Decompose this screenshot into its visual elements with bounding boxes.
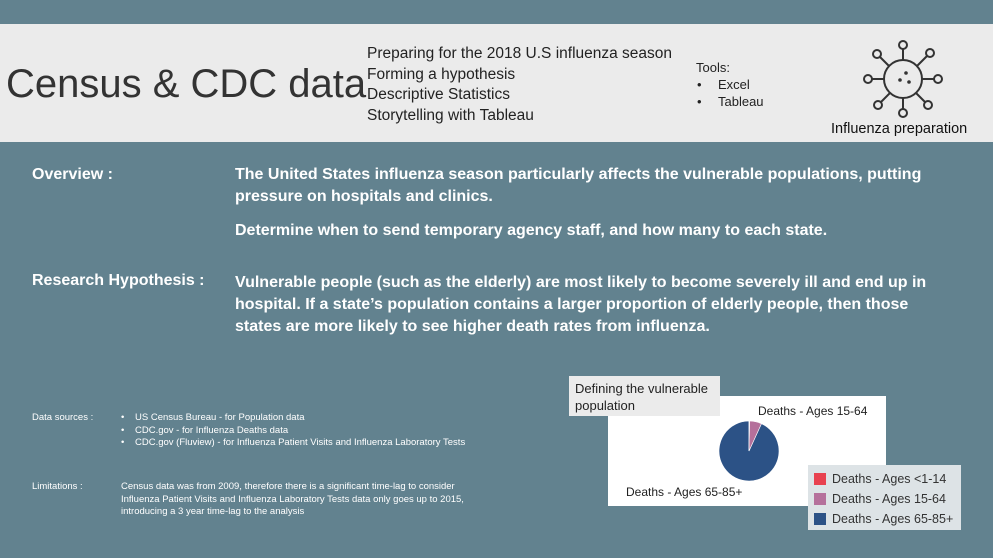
header-banner: Census & CDC data Preparing for the 2018… [0, 24, 993, 142]
overview-objective: Determine when to send temporary agency … [235, 222, 828, 239]
legend-label: Deaths - Ages 65-85+ [832, 512, 954, 526]
topic-item: Forming a hypothesis [367, 65, 516, 83]
legend-item: Deaths - Ages 15-64 [814, 489, 955, 509]
source-item: US Census Bureau - for Population data [121, 412, 465, 425]
chart-legend: Deaths - Ages <1-14 Deaths - Ages 15-64 … [808, 465, 961, 530]
legend-item: Deaths - Ages 65-85+ [814, 509, 955, 529]
sources-list: US Census Bureau - for Population data C… [121, 412, 465, 450]
limitations-text: Census data was from 2009, therefore the… [121, 481, 464, 517]
topic-item: Storytelling with Tableau [367, 106, 534, 124]
tool-item: Excel [696, 76, 764, 93]
slice-label-15-64: Deaths - Ages 15-64 [758, 404, 868, 418]
tools-section: Tools: Excel Tableau [696, 59, 764, 110]
pie-slice [748, 420, 750, 452]
topics-list: Preparing for the 2018 U.S influenza sea… [367, 44, 672, 126]
hypothesis-label: Research Hypothesis : [32, 272, 205, 289]
legend-item: Deaths - Ages <1-14 [814, 469, 955, 489]
sources-label: Data sources : [32, 412, 94, 423]
limitations-label: Limitations : [32, 481, 83, 492]
overview-paragraph: The United States influenza season parti… [235, 166, 922, 205]
virus-icon [863, 40, 943, 118]
page-title: Census & CDC data [6, 62, 367, 106]
legend-label: Deaths - Ages <1-14 [832, 472, 947, 486]
tool-item: Tableau [696, 93, 764, 110]
source-item: CDC.gov (Fluview) - for Influenza Patien… [121, 437, 465, 450]
tools-label: Tools: [696, 60, 730, 75]
icon-caption: Influenza preparation [831, 121, 968, 137]
tools-list: Excel Tableau [696, 76, 764, 110]
source-item: CDC.gov - for Influenza Deaths data [121, 425, 465, 438]
hypothesis-text: Vulnerable people (such as the elderly) … [235, 274, 927, 335]
overview-label: Overview : [32, 166, 113, 183]
topic-item: Descriptive Statistics [367, 86, 510, 103]
legend-label: Deaths - Ages 15-64 [832, 492, 946, 506]
topic-item: Preparing for the 2018 U.S influenza sea… [367, 45, 673, 62]
chart-title: Defining the vulnerable population [569, 376, 720, 416]
pie-chart: Deaths - Ages 15-64 Deaths - Ages 65-85+ [626, 404, 868, 499]
legend-swatch [814, 513, 826, 525]
legend-swatch [814, 493, 826, 505]
slice-label-65-85: Deaths - Ages 65-85+ [626, 485, 742, 499]
legend-swatch [814, 473, 826, 485]
